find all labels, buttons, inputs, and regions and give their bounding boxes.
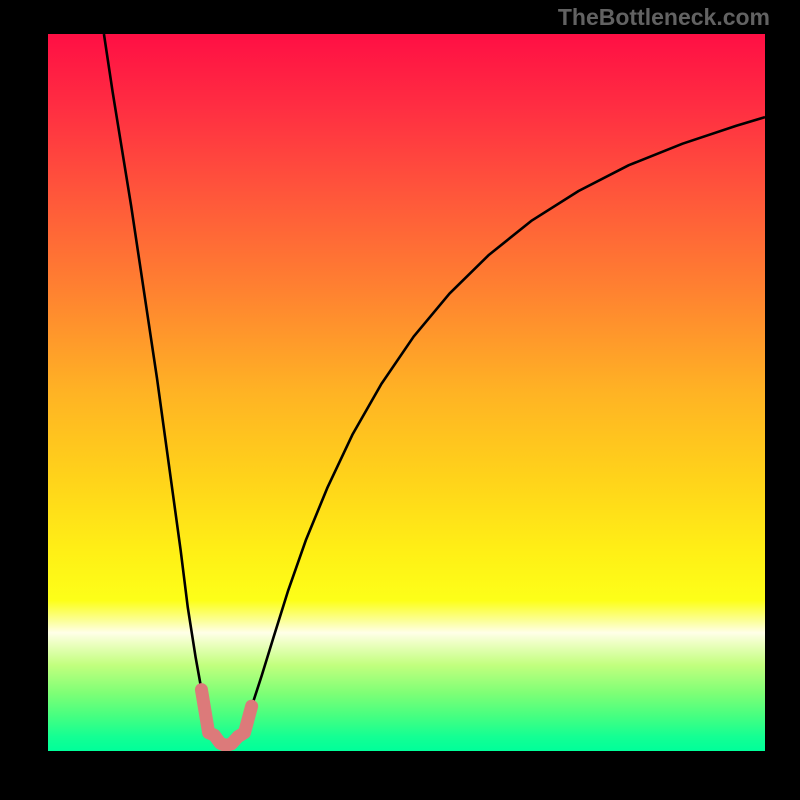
watermark-label: TheBottleneck.com [558,4,770,31]
chart-container: TheBottleneck.com [0,0,800,800]
optimal-range-marker [201,690,251,746]
plot-area [48,34,765,751]
plot-svg [48,34,765,751]
bottleneck-curve [104,34,765,746]
